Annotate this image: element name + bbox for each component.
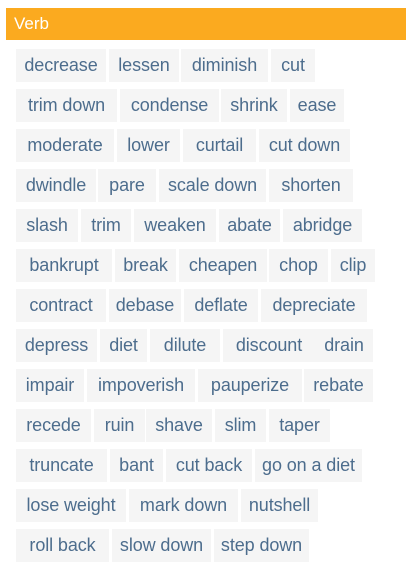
synonym-chip[interactable]: taper: [269, 409, 330, 442]
synonym-chip[interactable]: curtail: [183, 129, 256, 162]
synonym-chip[interactable]: scale down: [159, 169, 266, 202]
synonym-chip[interactable]: lessen: [109, 49, 179, 82]
synonym-chip[interactable]: roll back: [16, 529, 109, 562]
synonym-chip[interactable]: bankrupt: [16, 249, 112, 282]
synonym-chip[interactable]: contract: [16, 289, 106, 322]
synonym-chip[interactable]: cheapen: [179, 249, 267, 282]
synonyms-panel: Verb decrease lessen diminish cut trim down c…: [6, 8, 406, 569]
synonym-chip[interactable]: lower: [117, 129, 180, 162]
synonym-chip[interactable]: impoverish: [87, 369, 195, 402]
synonym-list: decrease lessen diminish cut trim down conden…: [6, 49, 406, 569]
synonym-chip[interactable]: go on a diet: [255, 449, 362, 482]
synonym-chip[interactable]: weaken: [134, 209, 216, 242]
synonym-chip[interactable]: drain: [315, 329, 373, 362]
synonym-chip[interactable]: trim down: [16, 89, 117, 122]
synonym-chip[interactable]: rebate: [304, 369, 373, 402]
synonym-chip[interactable]: slow down: [112, 529, 211, 562]
synonym-chip[interactable]: cut down: [259, 129, 350, 162]
synonym-chip[interactable]: diet: [100, 329, 147, 362]
synonym-chip[interactable]: shrink: [221, 89, 287, 122]
synonym-chip[interactable]: ease: [290, 89, 344, 122]
synonym-chip[interactable]: condense: [120, 89, 219, 122]
synonym-chip[interactable]: lose weight: [16, 489, 126, 522]
synonym-chip[interactable]: deflate: [184, 289, 258, 322]
synonym-chip[interactable]: abate: [219, 209, 280, 242]
synonym-chip[interactable]: pare: [98, 169, 156, 202]
synonym-chip[interactable]: break: [115, 249, 176, 282]
synonym-chip[interactable]: slim: [215, 409, 266, 442]
synonym-chip[interactable]: slash: [16, 209, 78, 242]
synonym-chip[interactable]: debase: [109, 289, 181, 322]
synonym-chip[interactable]: abridge: [283, 209, 362, 242]
synonym-chip[interactable]: shave: [146, 409, 212, 442]
synonym-chip[interactable]: depress: [16, 329, 97, 362]
synonym-chip[interactable]: cut: [271, 49, 315, 82]
part-of-speech-header: Verb: [6, 8, 406, 40]
synonym-chip[interactable]: moderate: [16, 129, 114, 162]
synonym-chip[interactable]: discount: [223, 329, 315, 362]
synonym-chip[interactable]: cut back: [166, 449, 252, 482]
synonym-chip[interactable]: nutshell: [241, 489, 318, 522]
synonym-chip[interactable]: trim: [81, 209, 131, 242]
synonym-chip[interactable]: shorten: [269, 169, 353, 202]
synonym-chip[interactable]: chop: [269, 249, 328, 282]
synonym-chip[interactable]: truncate: [16, 449, 107, 482]
synonym-chip[interactable]: dilute: [150, 329, 220, 362]
synonym-chip[interactable]: step down: [214, 529, 309, 562]
synonym-chip[interactable]: dwindle: [16, 169, 96, 202]
synonym-chip[interactable]: impair: [16, 369, 84, 402]
synonym-chip[interactable]: diminish: [181, 49, 268, 82]
synonym-chip[interactable]: recede: [16, 409, 91, 442]
synonym-chip[interactable]: pauperize: [198, 369, 302, 402]
synonym-chip[interactable]: bant: [110, 449, 163, 482]
synonym-chip[interactable]: clip: [331, 249, 375, 282]
synonym-chip[interactable]: decrease: [16, 49, 106, 82]
synonym-chip[interactable]: depreciate: [261, 289, 367, 322]
synonym-chip[interactable]: mark down: [129, 489, 238, 522]
synonym-chip[interactable]: ruin: [94, 409, 145, 442]
